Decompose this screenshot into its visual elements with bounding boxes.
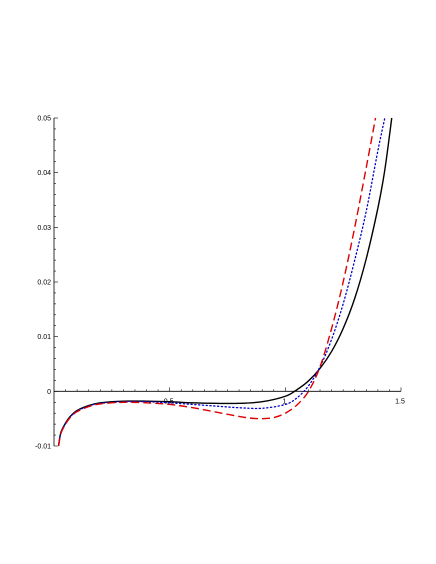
y-tick-label: 0.03	[37, 225, 51, 232]
series-line-dotted	[57, 117, 386, 447]
series-line-dashed	[57, 117, 377, 447]
y-tick-label: 0.01	[37, 334, 51, 341]
y-tick-label: 0	[47, 389, 51, 396]
y-tick-label: -0.01	[35, 444, 51, 451]
y-tick-label: 0.04	[37, 170, 51, 177]
series-group	[57, 117, 393, 447]
y-tick-label: 0.02	[37, 280, 51, 287]
series-line-solid	[57, 117, 393, 446]
x-tick-label: 1	[282, 398, 286, 405]
x-tick-label: 1.5	[395, 398, 405, 405]
y-tick-label: 0.05	[37, 116, 51, 123]
